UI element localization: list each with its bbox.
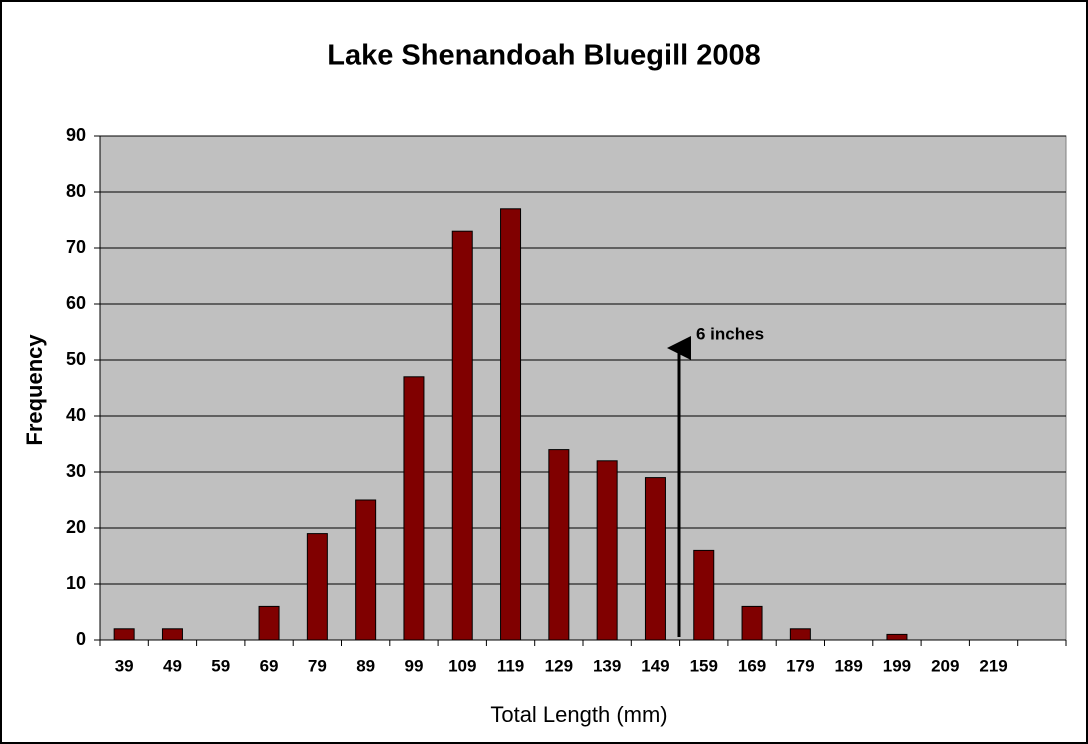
bar bbox=[451, 230, 473, 641]
x-tick-label: 209 bbox=[931, 656, 959, 675]
y-tick-label: 60 bbox=[66, 293, 86, 313]
x-tick-label: 189 bbox=[834, 656, 862, 675]
chart-title: Lake Shenandoah Bluegill 2008 bbox=[327, 40, 761, 72]
x-axis-title: Total Length (mm) bbox=[490, 702, 667, 727]
y-tick-label: 10 bbox=[66, 573, 86, 593]
y-tick-label: 40 bbox=[66, 405, 86, 425]
bar bbox=[741, 605, 763, 641]
bar bbox=[403, 376, 425, 641]
marks: 0 10 20 30 40 50 60 70 80 90 39 49 59 69 79 89 99 109 119 1… bbox=[66, 125, 1067, 675]
x-tick-label: 149 bbox=[641, 656, 669, 675]
y-axis-title: Frequency bbox=[22, 334, 47, 446]
bar bbox=[355, 499, 377, 641]
y-tick-label: 50 bbox=[66, 349, 86, 369]
x-tick-label: 79 bbox=[308, 656, 327, 675]
y-tick-label: 20 bbox=[66, 517, 86, 537]
x-tick-label: 89 bbox=[356, 656, 375, 675]
x-tick-label: 169 bbox=[738, 656, 766, 675]
x-tick-label: 159 bbox=[690, 656, 718, 675]
x-tick-label: 219 bbox=[979, 656, 1007, 675]
bar bbox=[886, 633, 908, 641]
x-tick-label: 129 bbox=[545, 656, 573, 675]
bar bbox=[306, 533, 328, 641]
x-tick-label: 69 bbox=[260, 656, 279, 675]
annotation: 6 inches bbox=[696, 324, 764, 343]
y-tick-label: 80 bbox=[66, 181, 86, 201]
x-tick-label: 119 bbox=[497, 656, 524, 675]
bar bbox=[693, 549, 715, 641]
bar bbox=[644, 477, 666, 641]
bar bbox=[500, 208, 522, 641]
y-tick-label: 0 bbox=[76, 629, 86, 649]
x-tick-label: 139 bbox=[593, 656, 621, 675]
plot-area bbox=[99, 135, 1067, 641]
x-tick-label: 109 bbox=[448, 656, 476, 675]
x-tick-label: 99 bbox=[404, 656, 423, 675]
y-tick-label: 90 bbox=[66, 125, 86, 145]
x-tick-label: 199 bbox=[883, 656, 911, 675]
bar bbox=[113, 628, 135, 641]
bar bbox=[548, 449, 570, 641]
y-tick-label: 30 bbox=[66, 461, 86, 481]
x-tick-label: 59 bbox=[211, 656, 230, 675]
bar bbox=[596, 460, 618, 641]
x-tick-label: 39 bbox=[115, 656, 134, 675]
bar bbox=[258, 605, 280, 641]
y-tick-label: 70 bbox=[66, 237, 86, 257]
x-tick-label: 49 bbox=[163, 656, 182, 675]
bar bbox=[161, 628, 183, 641]
bar bbox=[789, 628, 811, 641]
x-tick-label: 179 bbox=[786, 656, 814, 675]
